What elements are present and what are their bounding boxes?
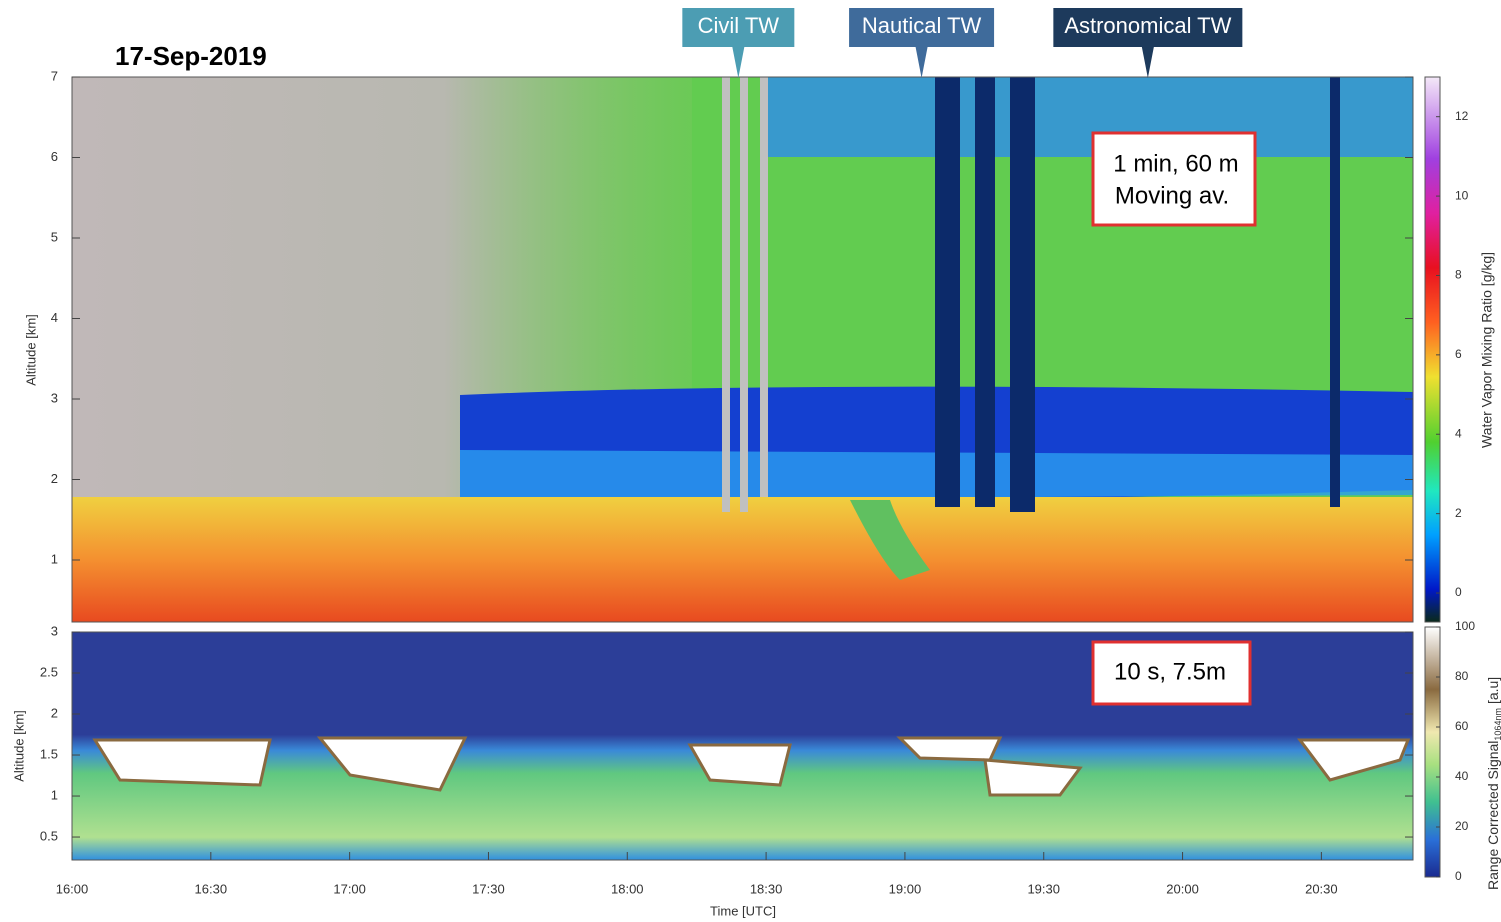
y-axis-label: Altitude [km] [23, 314, 38, 386]
colorbar-label-sub: 1064nm [1493, 708, 1501, 741]
annotation: 1 min, 60 m [1113, 150, 1238, 177]
colorbar-tick-label: 40 [1455, 769, 1469, 783]
colorbar-tick-label: 4 [1455, 426, 1462, 440]
colorbar-tick-label: 100 [1455, 619, 1475, 633]
y-tick-label: 2 [51, 705, 58, 720]
x-tick-label: 19:00 [889, 881, 922, 896]
twilight-label: Astronomical TW [1064, 13, 1231, 38]
x-tick-label: 17:00 [333, 881, 366, 896]
x-tick-label: 16:30 [195, 881, 228, 896]
x-axis-label: Time [UTC] [710, 903, 776, 918]
twilight-label: Nautical TW [862, 13, 982, 38]
y-tick-label: 2.5 [40, 664, 58, 679]
y-tick-label: 1.5 [40, 746, 58, 761]
x-tick-label: 17:30 [472, 881, 505, 896]
y-tick-label: 5 [51, 229, 58, 244]
colorbar [1425, 77, 1440, 622]
x-tick-label: 18:30 [750, 881, 783, 896]
x-tick-label: 16:00 [56, 881, 89, 896]
colorbar-tick-label: 0 [1455, 585, 1462, 599]
y-tick-label: 1 [51, 787, 58, 802]
y-tick-label: 4 [51, 310, 58, 325]
y-tick-label: 3 [51, 390, 58, 405]
colorbar-label-unit: [a.u] [1485, 677, 1501, 704]
colorbar-label: Range Corrected Signal1064nm [a.u] [1485, 677, 1501, 890]
colorbar-tick-label: 12 [1455, 109, 1469, 123]
y-tick-label: 6 [51, 149, 58, 164]
x-tick-label: 18:00 [611, 881, 644, 896]
x-tick-label: 20:30 [1305, 881, 1338, 896]
colorbar-label: Water Vapor Mixing Ratio [g/kg] [1479, 252, 1495, 448]
x-tick-label: 20:00 [1166, 881, 1199, 896]
colorbar-tick-label: 8 [1455, 268, 1462, 282]
figure: 17-Sep-2019 Altitude [km] Altitude [km] … [0, 0, 1501, 922]
colorbar-tick-label: 60 [1455, 719, 1469, 733]
y-axis-label: Altitude [km] [11, 710, 26, 782]
y-tick-label: 0.5 [40, 828, 58, 843]
colorbar-tick-label: 2 [1455, 506, 1462, 520]
y-tick-label: 2 [51, 471, 58, 486]
colorbar [1425, 627, 1440, 877]
y-tick-label: 1 [51, 551, 58, 566]
annotation-box: 10 s, 7.5m [1093, 642, 1250, 704]
annotation-box: 1 min, 60 m Moving av. [1093, 133, 1255, 225]
y-tick-label: 7 [51, 68, 58, 83]
chart-title: 17-Sep-2019 [115, 41, 267, 71]
annotation: 10 s, 7.5m [1114, 658, 1226, 685]
colorbar-tick-label: 10 [1455, 188, 1469, 202]
colorbar-tick-label: 6 [1455, 347, 1462, 361]
y-tick-label: 3 [51, 623, 58, 638]
twilight-label: Civil TW [698, 13, 780, 38]
colorbar-tick-label: 0 [1455, 869, 1462, 883]
x-tick-label: 19:30 [1027, 881, 1060, 896]
colorbar-label-main: Range Corrected Signal [1485, 741, 1501, 890]
annotation: Moving av. [1115, 182, 1229, 209]
colorbar-tick-label: 20 [1455, 819, 1469, 833]
colorbar-tick-label: 80 [1455, 669, 1469, 683]
